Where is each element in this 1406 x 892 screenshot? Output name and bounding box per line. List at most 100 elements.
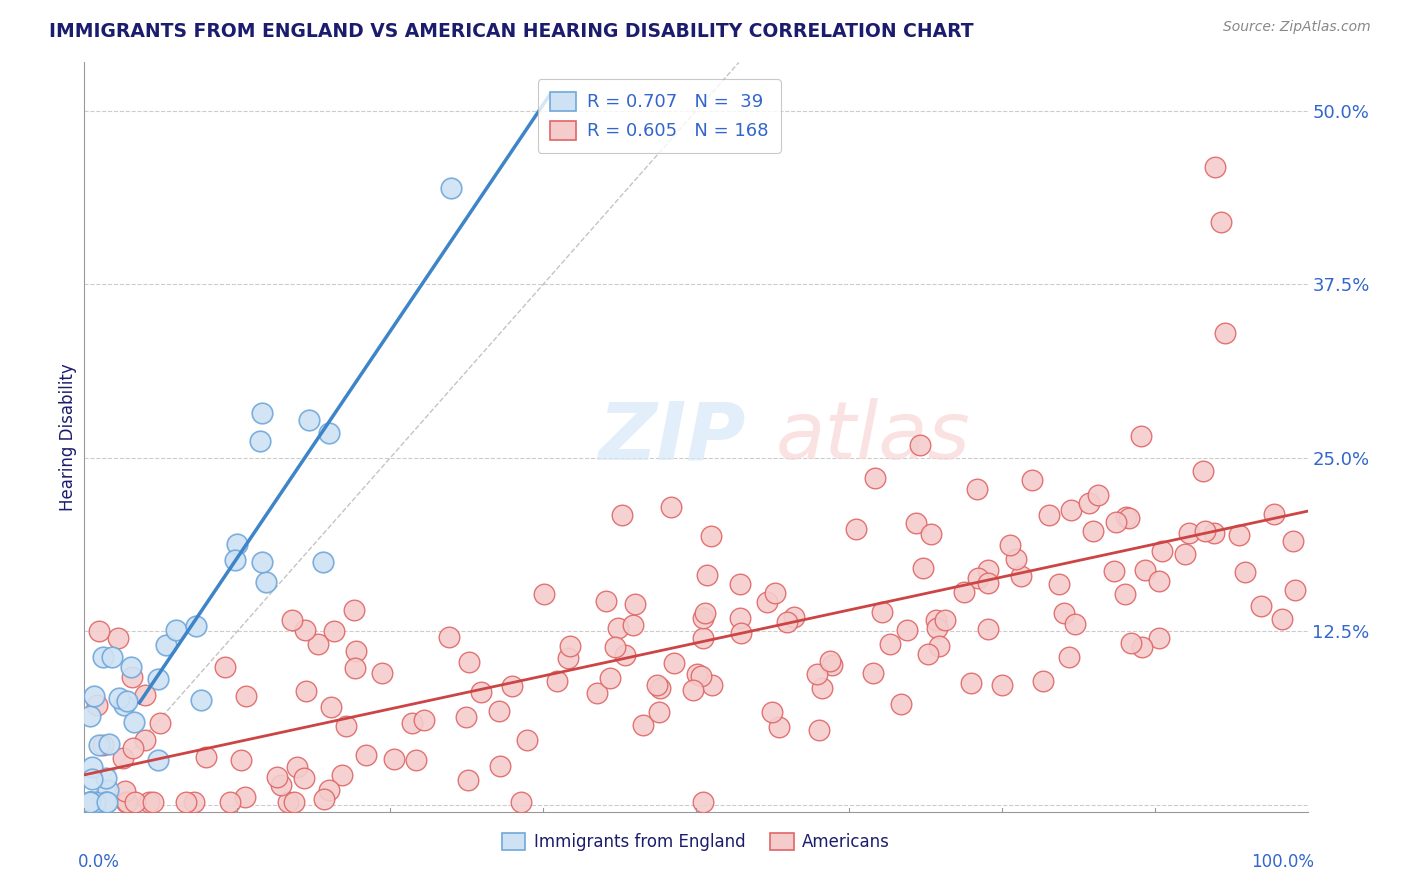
Point: [225, 536, 247, 550]
Point: [730, 625, 752, 640]
Point: [413, 713, 436, 727]
Y-axis label: Hearing Disability: Hearing Disability: [59, 363, 77, 511]
Text: 0.0%: 0.0%: [79, 853, 120, 871]
Point: [283, 795, 305, 809]
Point: [142, 795, 165, 809]
Point: [689, 668, 711, 682]
Point: [1227, 528, 1250, 542]
Point: [659, 500, 682, 514]
Point: [344, 644, 367, 658]
Point: [440, 181, 463, 195]
Point: [231, 753, 253, 767]
Point: [546, 673, 568, 688]
Point: [977, 622, 1000, 636]
Point: [1052, 606, 1074, 620]
Point: [1233, 565, 1256, 579]
Point: [1213, 326, 1236, 340]
Point: [1032, 673, 1054, 688]
Point: [761, 705, 783, 719]
Point: [122, 740, 145, 755]
Point: [146, 673, 169, 687]
Point: [307, 637, 329, 651]
Point: [115, 694, 138, 708]
Point: [692, 632, 714, 646]
Point: [138, 795, 160, 809]
Point: [1147, 574, 1170, 588]
Point: [862, 666, 884, 681]
Point: [343, 661, 366, 675]
Text: atlas: atlas: [776, 398, 970, 476]
Point: [1004, 551, 1026, 566]
Point: [295, 683, 318, 698]
Point: [489, 759, 512, 773]
Point: [728, 576, 751, 591]
Point: [1038, 508, 1060, 523]
Point: [190, 692, 212, 706]
Point: [650, 681, 672, 696]
Point: [1118, 511, 1140, 525]
Point: [1102, 564, 1125, 578]
Text: IMMIGRANTS FROM ENGLAND VS AMERICAN HEARING DISABILITY CORRELATION CHART: IMMIGRANTS FROM ENGLAND VS AMERICAN HEAR…: [49, 22, 974, 41]
Point: [1063, 616, 1085, 631]
Point: [108, 690, 131, 705]
Point: [501, 679, 523, 693]
Point: [330, 768, 353, 782]
Point: [1121, 636, 1143, 650]
Point: [114, 783, 136, 797]
Point: [586, 686, 609, 700]
Point: [312, 792, 335, 806]
Point: [195, 750, 218, 764]
Point: [111, 751, 134, 765]
Point: [235, 689, 257, 703]
Point: [595, 594, 617, 608]
Point: [1105, 515, 1128, 529]
Point: [91, 738, 114, 752]
Point: [610, 508, 633, 523]
Point: [768, 720, 790, 734]
Point: [107, 632, 129, 646]
Point: [254, 575, 277, 590]
Point: [470, 685, 492, 699]
Point: [1204, 160, 1226, 174]
Point: [457, 772, 479, 787]
Point: [91, 650, 114, 665]
Point: [908, 438, 931, 452]
Point: [79, 709, 101, 723]
Point: [298, 413, 321, 427]
Point: [79, 795, 101, 809]
Point: [281, 613, 304, 627]
Point: [266, 770, 288, 784]
Point: [925, 621, 948, 635]
Point: [977, 563, 1000, 577]
Point: [728, 611, 751, 625]
Point: [1281, 534, 1303, 549]
Point: [811, 681, 834, 695]
Point: [120, 660, 142, 674]
Point: [696, 568, 718, 582]
Point: [692, 611, 714, 625]
Point: [437, 630, 460, 644]
Point: [1021, 473, 1043, 487]
Point: [692, 795, 714, 809]
Point: [558, 639, 581, 653]
Point: [343, 603, 366, 617]
Point: [112, 698, 135, 712]
Point: [1152, 544, 1174, 558]
Point: [79, 795, 101, 809]
Point: [91, 795, 114, 809]
Point: [1114, 587, 1136, 601]
Point: [557, 651, 579, 665]
Point: [86, 698, 108, 712]
Point: [966, 482, 988, 496]
Point: [533, 587, 555, 601]
Point: [1149, 631, 1171, 645]
Point: [516, 733, 538, 747]
Point: [1271, 612, 1294, 626]
Point: [934, 613, 956, 627]
Point: [184, 619, 207, 633]
Point: [405, 753, 427, 767]
Point: [124, 795, 146, 809]
Point: [457, 655, 479, 669]
Point: [382, 752, 405, 766]
Point: [454, 710, 477, 724]
